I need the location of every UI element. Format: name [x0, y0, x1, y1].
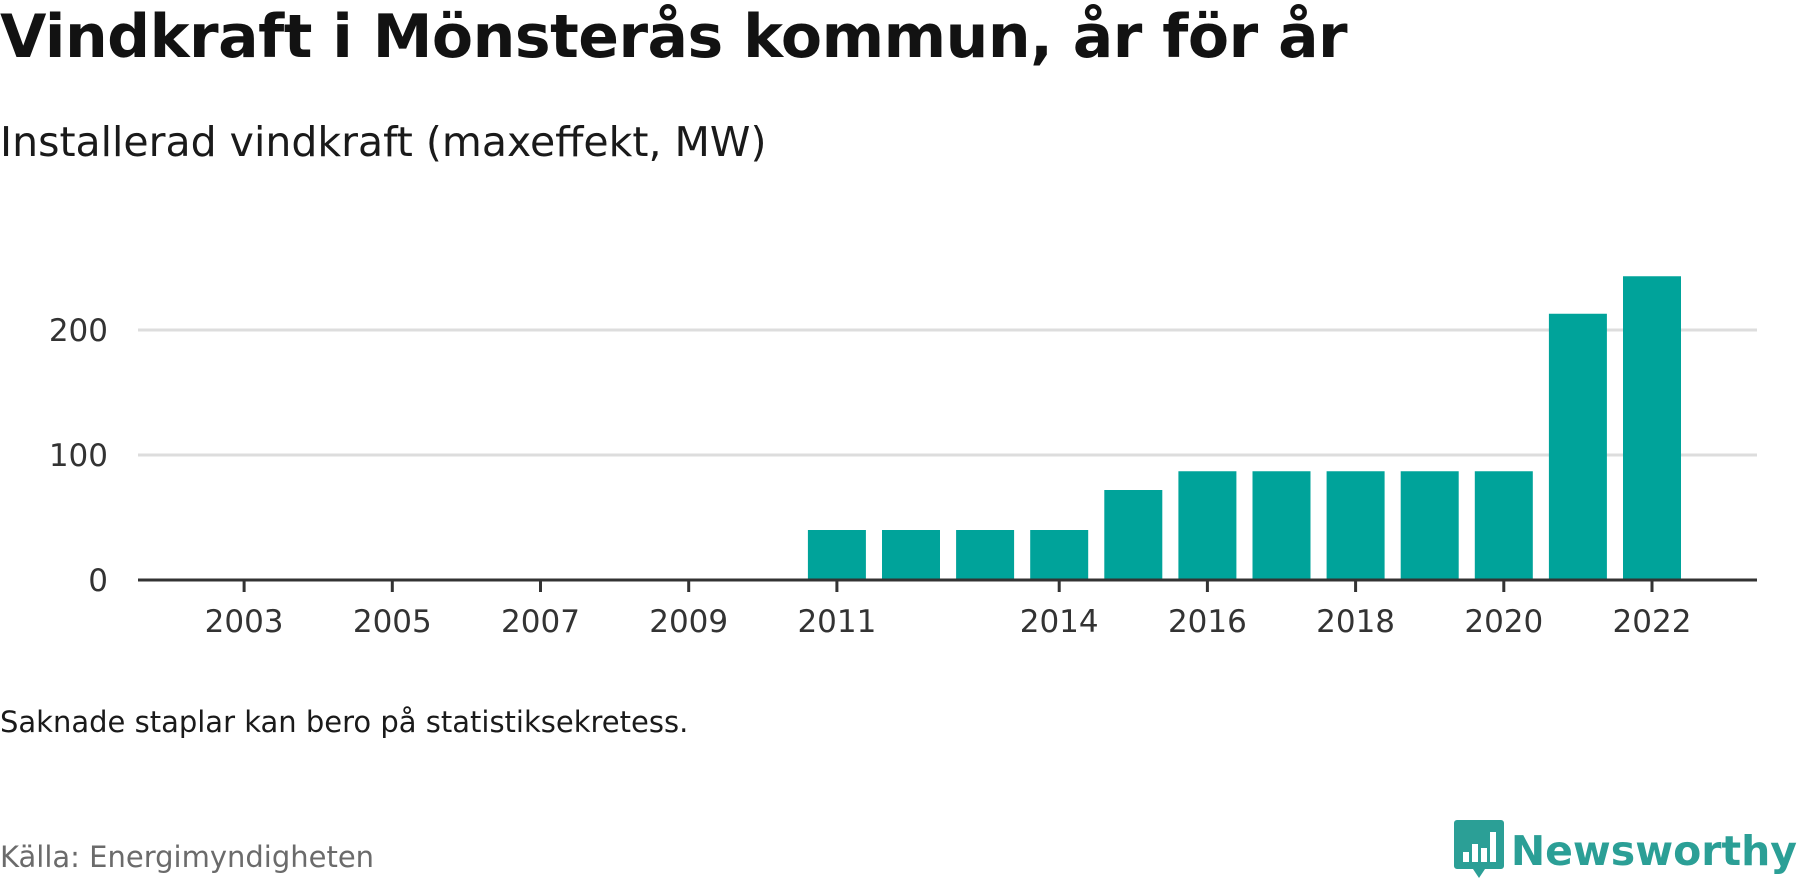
bar-2013: [956, 530, 1015, 580]
bar-2011: [807, 530, 866, 580]
newsworthy-logo: Newsworthy: [1453, 818, 1797, 884]
gridlines: [138, 328, 1757, 457]
bar-chart: 2003 2005 2007 2009 2011 2014 2016 2018 2020 2022…: [49, 276, 1757, 640]
chart-title: Vindkraft i Mönsterås kommun, år för år: [0, 2, 1348, 72]
bar-2017: [1252, 471, 1311, 580]
bar-chart-speech-bubble-icon: [1453, 818, 1505, 884]
bar-2012: [882, 530, 940, 580]
bar-2014: [1030, 530, 1089, 580]
x-tick-label-2009: 2009: [649, 604, 728, 640]
bar-2021: [1548, 313, 1607, 580]
x-tick-label-2007: 2007: [501, 604, 580, 640]
x-tick-label-2020: 2020: [1464, 604, 1543, 640]
bars: [807, 276, 1681, 580]
footnote: Saknade staplar kan bero på statistiksek…: [0, 705, 689, 739]
bar-2022: [1623, 276, 1681, 580]
source-credit: Källa: Energimyndigheten: [0, 840, 375, 874]
bar-2018: [1326, 471, 1385, 580]
x-tick-label-2005: 2005: [353, 604, 432, 640]
bar-2020: [1474, 471, 1533, 580]
x-tick-label-2018: 2018: [1316, 604, 1395, 640]
y-tick-label-200: 200: [49, 313, 108, 349]
y-tick-label-100: 100: [49, 438, 108, 474]
y-tick-label-0: 0: [88, 563, 108, 599]
bar-2015: [1104, 490, 1163, 580]
logo-wordmark: Newsworthy: [1510, 827, 1797, 875]
x-tick-label-2016: 2016: [1168, 604, 1247, 640]
x-axis-ticks: 2003 2005 2007 2009 2011 2014 2016 2018 2020 2022: [205, 580, 1692, 640]
x-tick-label-2022: 2022: [1613, 604, 1692, 640]
x-tick-label-2014: 2014: [1020, 604, 1099, 640]
bar-2019: [1400, 471, 1459, 580]
bar-2016: [1178, 471, 1237, 580]
chart-subtitle: Installerad vindkraft (maxeffekt, MW): [0, 118, 767, 166]
x-tick-label-2011: 2011: [797, 604, 876, 640]
x-tick-label-2003: 2003: [205, 604, 284, 640]
y-axis-ticks: 0 100 200: [49, 313, 108, 599]
